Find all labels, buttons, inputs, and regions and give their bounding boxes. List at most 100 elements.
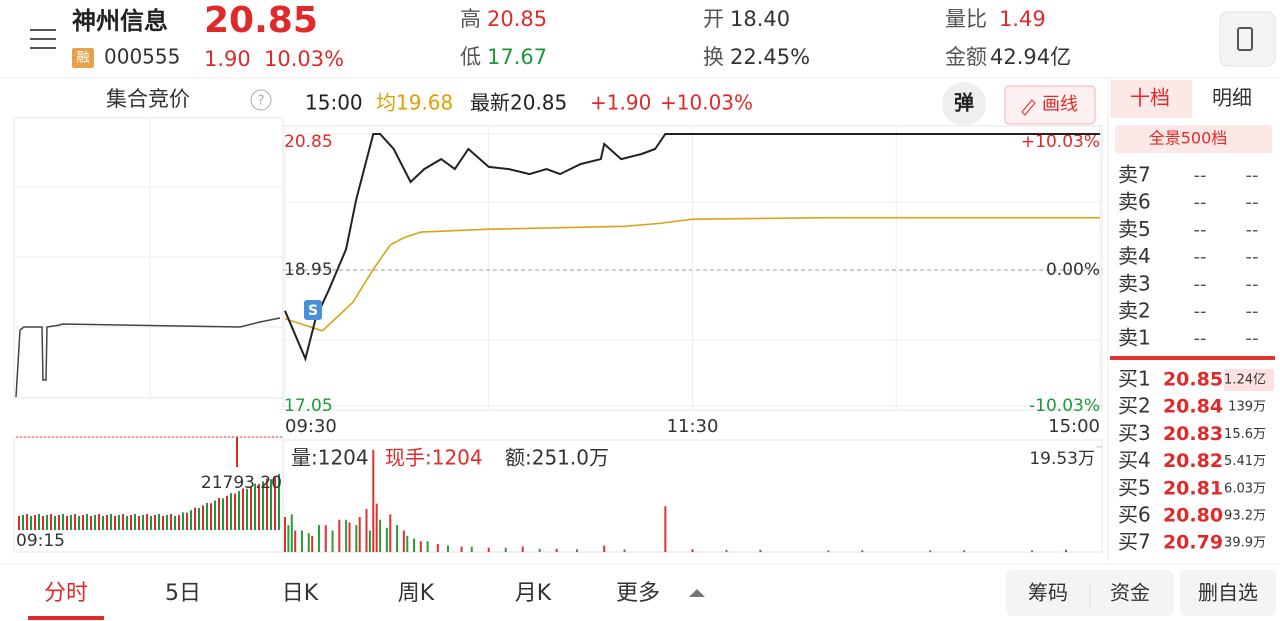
volume-bar (368, 530, 371, 552)
y-tick-label: 19.53万 (1029, 449, 1095, 469)
auction-vol-bar (254, 483, 256, 530)
draw-button[interactable] (1004, 85, 1096, 125)
pencil-icon (1021, 99, 1036, 116)
ask-volume: -- (1246, 165, 1259, 186)
bottom-tab[interactable]: 更多 (616, 581, 660, 606)
bid-volume: 39.9万 (1224, 536, 1266, 551)
menu-icon[interactable] (30, 29, 56, 49)
bid-label: 买4 (1118, 448, 1151, 472)
auction-vol-bar (114, 516, 116, 530)
pop-button[interactable] (942, 82, 986, 126)
bottom-tab[interactable]: 分时 (44, 581, 88, 606)
bottom-tab[interactable]: 5日 (165, 581, 201, 606)
volume-bar (759, 549, 762, 552)
bid-volume: 93.2万 (1224, 509, 1266, 524)
tab-underline (28, 616, 104, 620)
auction-vol-bar (118, 515, 120, 530)
ask-volume: -- (1246, 274, 1259, 295)
volume-bar (603, 545, 606, 552)
panorama-bg[interactable] (1115, 125, 1272, 153)
auction-vol-bar (210, 503, 212, 530)
auction-vol-bar (142, 515, 144, 530)
change-pct: +10.03% (660, 91, 753, 115)
vol-ratio: 1.49 (999, 7, 1046, 31)
auction-vol-bar (234, 493, 236, 530)
auction-vol-bar (162, 516, 164, 530)
action-button[interactable]: 筹码 (1028, 581, 1068, 605)
auction-line (15, 317, 281, 398)
device-button[interactable] (1219, 11, 1276, 67)
label: 换 (703, 45, 724, 69)
help-text: ? (258, 94, 265, 109)
auction-vol-bar (278, 474, 280, 530)
ask-volume: -- (1246, 247, 1259, 268)
bottom-tab[interactable]: 月K (515, 581, 552, 606)
volume-bar (436, 543, 439, 552)
volume-bar (348, 522, 351, 552)
volume-bar (372, 449, 375, 552)
action-button[interactable]: 资金 (1110, 581, 1150, 605)
auction-vol-bar (30, 516, 32, 530)
ask-label: 卖1 (1118, 326, 1151, 350)
volume-bar (827, 550, 830, 552)
action-button[interactable]: 删自选 (1198, 581, 1258, 605)
bid-volume: 5.41万 (1224, 454, 1266, 469)
bid-volume: 6.03万 (1224, 481, 1266, 496)
volume-bar (447, 545, 449, 552)
book-tab: 明细 (1212, 86, 1252, 110)
latest-price: 最新20.85 (470, 91, 567, 115)
change: +1.90 (590, 91, 651, 115)
auction-value: 21793.20 (201, 473, 282, 493)
more-arrow[interactable] (689, 589, 705, 597)
auction-vol-bar (222, 498, 224, 530)
auction-vol-bar (146, 514, 148, 530)
auction-vol-bar (214, 500, 216, 530)
auction-vol-bar (26, 514, 28, 530)
auction-vol-bar (270, 479, 272, 530)
change-pct: 10.03% (264, 47, 344, 71)
bid-label: 买3 (1118, 421, 1151, 445)
help-icon[interactable] (250, 89, 272, 111)
volume-bar (460, 546, 463, 552)
bottom-tab[interactable]: 日K (282, 581, 319, 606)
volume-annotation: 现手:1204 (385, 446, 483, 470)
volume-bar (389, 514, 392, 552)
auction-vol-bar (94, 515, 96, 530)
bid-price: 20.79 (1163, 532, 1223, 554)
y-tick-label: 18.95 (284, 260, 333, 280)
bottom-tab[interactable]: 周K (398, 581, 435, 606)
volume-bar (294, 530, 297, 552)
volume-bar (538, 548, 541, 552)
signal-marker (304, 300, 322, 320)
volume-bar (576, 549, 579, 552)
bid-label: 买1 (1118, 367, 1151, 391)
bid-label: 买6 (1118, 503, 1151, 527)
bid-label: 买2 (1118, 394, 1151, 418)
auction-vol-bar (22, 515, 24, 530)
ask-price: -- (1194, 192, 1207, 213)
low: 17.67 (487, 45, 547, 69)
ask-label: 卖4 (1118, 244, 1151, 268)
bid-price: 20.81 (1163, 477, 1223, 499)
y2-tick-label: 0.00% (1046, 260, 1100, 280)
bid-price: 20.82 (1163, 450, 1223, 472)
bid-highlight (1224, 369, 1274, 391)
auction-vol-bar (266, 478, 268, 530)
bid-volume: 15.6万 (1224, 427, 1266, 442)
volume-bar (396, 525, 399, 552)
panorama: 全景500档 (1149, 129, 1228, 148)
auction-vol-bar (230, 493, 232, 530)
label: 量比 (945, 7, 987, 31)
volume-bar (623, 549, 626, 552)
stock-name: 神州信息 (72, 7, 168, 35)
auction-vol-bar (274, 476, 276, 530)
ask-label: 卖7 (1118, 163, 1151, 187)
high: 20.85 (487, 7, 547, 31)
ask-price: -- (1194, 274, 1207, 295)
auction-vol-bar (50, 514, 52, 530)
volume-bar (311, 535, 314, 552)
auction-vol-bar (202, 505, 204, 530)
auction-vol-bar (34, 515, 36, 530)
